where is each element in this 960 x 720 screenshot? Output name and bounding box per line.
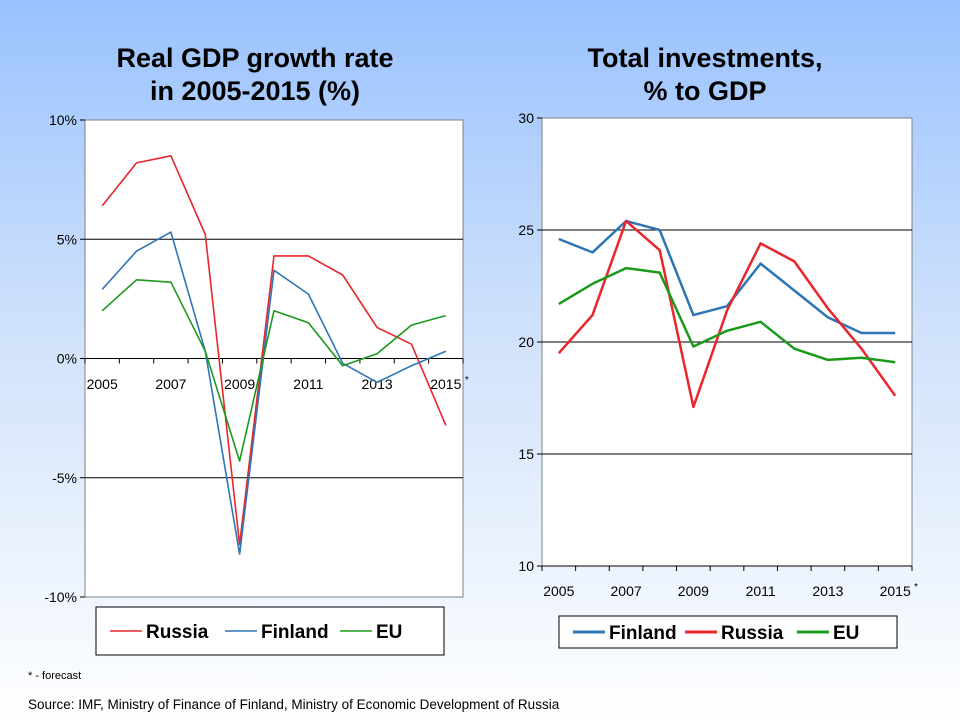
x-tick-suffix: *	[914, 582, 918, 593]
chart-title-gdp-line2: in 2005-2015 (%)	[149, 76, 361, 106]
chart-title-gdp-line1: Real GDP growth rate	[116, 43, 394, 73]
series-line-finland	[101, 231, 447, 555]
y-tick-label: 10	[518, 558, 534, 574]
y-tick-label: 5%	[57, 231, 77, 247]
y-tick-label: 15	[518, 446, 534, 462]
x-tick-suffix: *	[465, 375, 469, 386]
x-tick-label: 2007	[155, 376, 186, 392]
chart-title-gdp: Real GDP growth rate in 2005-2015 (%)	[60, 42, 450, 108]
source-note: Source: IMF, Ministry of Finance of Finl…	[28, 697, 560, 712]
x-tick-label: 2015	[430, 376, 461, 392]
series-line-russia	[557, 219, 897, 409]
legend-label-russia: Russia	[721, 623, 784, 644]
x-tick-label: 2013	[362, 376, 393, 392]
x-tick-label: 2015	[880, 583, 911, 599]
legend-box	[95, 606, 445, 656]
y-tick-label: -10%	[44, 589, 77, 605]
chart-title-investments: Total investments, % to GDP	[510, 42, 900, 108]
x-tick-label: 2007	[611, 583, 642, 599]
x-tick-label: 2005	[543, 583, 574, 599]
x-tick-label: 2013	[812, 583, 843, 599]
chart-title-investments-line2: % to GDP	[643, 76, 767, 106]
y-tick-label: 20	[518, 334, 534, 350]
legend-label-finland: Finland	[609, 623, 677, 644]
legend-label-finland: Finland	[261, 622, 329, 643]
legend: Finland Russia EU	[558, 615, 898, 649]
legend-label-eu: EU	[376, 622, 402, 643]
y-tick-label: 10%	[49, 112, 77, 128]
series-line-eu	[101, 278, 447, 462]
legend-box	[558, 615, 898, 649]
x-tick-label: 2011	[746, 583, 776, 599]
gdp-growth-chart: 10% 5% 0% -5% -10% 2005 2007 2009 2011 2013 2015 * R…	[44, 112, 469, 656]
series-line-eu	[558, 266, 896, 364]
y-tick-label: 25	[518, 222, 534, 238]
x-tick-label: 2009	[224, 376, 255, 392]
legend-label-eu: EU	[833, 623, 859, 644]
x-tick-label: 2011	[293, 376, 323, 392]
chart-title-investments-line1: Total investments,	[587, 43, 823, 73]
y-tick-label: 0%	[57, 351, 77, 367]
legend: Russia Finland EU	[95, 606, 445, 656]
y-tick-label: -5%	[52, 470, 77, 486]
forecast-footnote: * - forecast	[28, 670, 82, 682]
x-tick-label: 2009	[678, 583, 709, 599]
legend-label-russia: Russia	[146, 622, 209, 643]
y-tick-label: 30	[518, 110, 534, 126]
series-line-russia	[101, 155, 447, 546]
x-tick-label: 2005	[87, 376, 118, 392]
